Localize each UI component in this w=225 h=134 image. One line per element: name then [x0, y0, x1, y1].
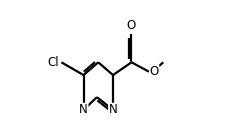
- Text: Cl: Cl: [47, 56, 59, 69]
- Text: N: N: [108, 103, 117, 116]
- Text: N: N: [79, 103, 88, 116]
- Text: O: O: [149, 65, 158, 78]
- Text: O: O: [126, 19, 135, 32]
